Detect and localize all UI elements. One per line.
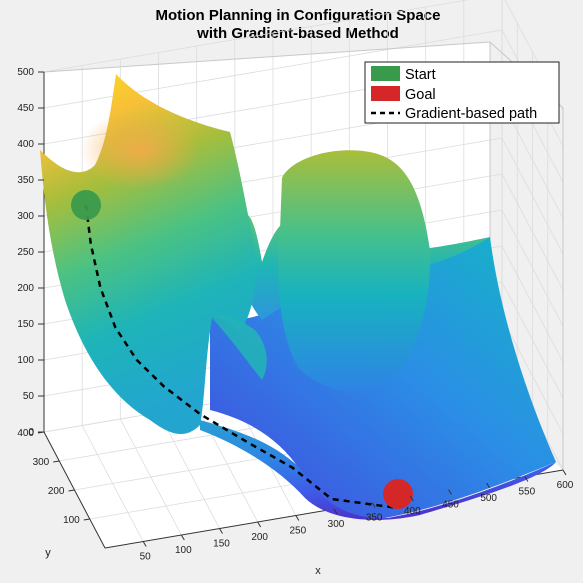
legend-start-swatch [371,66,400,81]
x-tick-label: 500 [480,493,497,504]
x-tick-mark [371,502,376,508]
chart-title-line-1: Motion Planning in Configuration Space [156,7,441,24]
x-tick-label: 400 [404,506,421,517]
surface-hump [278,150,431,393]
legend-goal-label: Goal [405,87,436,103]
x-tick-label: 600 [557,480,574,491]
y-ticks: 100 200 300 400 [17,428,90,526]
x-tick-mark [562,469,567,476]
x-tick-label: 450 [442,500,459,511]
x-tick-label: 350 [366,513,383,524]
y-tick-mark [53,460,60,463]
x-tick-mark [486,482,491,489]
y-tick-label: 400 [17,428,34,439]
x-tick-mark [409,495,414,502]
z-tick-label: 300 [17,211,34,222]
z-tick-label: 150 [17,319,34,330]
surface-left-peak [40,74,256,435]
x-tick-label: 300 [328,519,345,530]
y-tick-label: 300 [33,457,50,468]
z-tick-label: 100 [17,355,34,366]
y-tick-mark [68,489,75,492]
goal-marker [383,479,413,509]
y-tick-label: 100 [63,515,80,526]
z-tick-label: 350 [17,175,34,186]
y-tick-mark [37,431,45,434]
z-ticks: 0 50 100 150 200 250 300 350 400 450 500 [17,67,44,438]
x-tick-label: 150 [213,539,230,550]
y-axis-label: y [45,547,51,559]
peak-highlight [80,110,200,190]
x-tick-mark [295,515,300,521]
path-layer [71,190,413,510]
x-tick-mark [333,508,338,515]
chart-title-line-2: with Gradient-based Method [196,25,399,42]
z-tick-label: 250 [17,247,34,258]
start-marker [71,190,101,220]
x-tick-mark [219,528,223,534]
z-tick-label: 450 [17,103,34,114]
y-tick-label: 200 [48,486,65,497]
x-tick-label: 100 [175,545,192,556]
z-tick-label: 50 [23,391,35,402]
z-tick-label: 200 [17,283,34,294]
x-tick-mark [524,476,529,482]
legend: Start Goal Gradient-based path [364,61,560,124]
surface-fold [212,315,267,380]
z-tick-label: 400 [17,139,34,150]
x-tick-label: 550 [518,487,535,498]
gradient-path-line [84,204,399,510]
z-tick-label: 500 [17,67,34,78]
y-tick-mark [83,518,90,521]
legend-goal-swatch [371,86,400,101]
x-tick-mark [142,541,147,547]
x-tick-mark [448,489,452,495]
x-axis-label: x [315,565,321,577]
x-ticks: 50 100 150 200 250 300 350 400 450 500 550 600 [140,469,574,563]
x-tick-label: 50 [140,552,152,563]
z-tick-label: 0 [28,427,34,438]
x-tick-mark [180,534,185,541]
x-tick-mark [257,521,262,528]
x-tick-label: 250 [289,526,306,537]
x-tick-label: 200 [251,532,268,543]
legend-path-label: Gradient-based path [405,106,537,122]
surface [40,74,556,520]
legend-start-label: Start [405,67,436,83]
